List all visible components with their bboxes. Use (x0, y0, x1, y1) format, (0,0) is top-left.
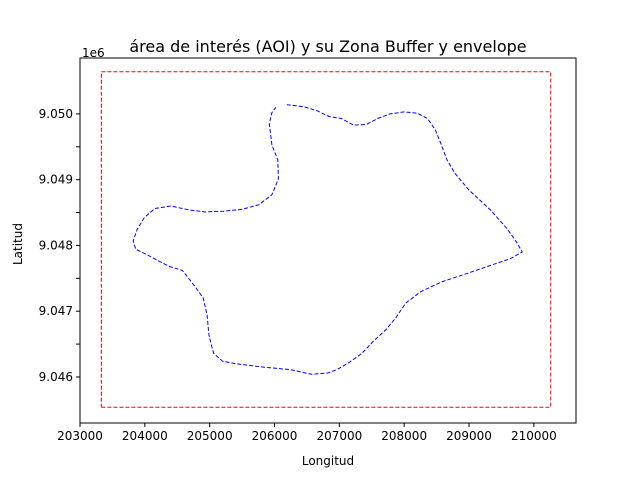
series-line-2 (132, 104, 523, 375)
x-tick-label: 206000 (252, 429, 298, 443)
chart-title: área de interés (AOI) y su Zona Buffer y… (129, 37, 526, 56)
x-tick-label: 209000 (446, 429, 492, 443)
x-tick-label: 205000 (187, 429, 233, 443)
y-tick-label: 9.048 (39, 238, 73, 252)
y-tick-label: 9.047 (39, 304, 73, 318)
y-tick-label: 9.046 (39, 370, 73, 384)
y-tick-label: 9.049 (39, 173, 73, 187)
series-line-1 (100, 71, 552, 408)
y-tick-label: 9.050 (39, 107, 73, 121)
x-tick-label: 203000 (57, 429, 103, 443)
x-tick-label: 208000 (381, 429, 427, 443)
plot-area-frame (79, 57, 577, 424)
x-axis-label: Longitud (302, 454, 354, 468)
x-tick-label: 207000 (316, 429, 362, 443)
x-tick-label: 204000 (122, 429, 168, 443)
series-layer (100, 71, 552, 408)
y-axis-offset-label: 1e6 (82, 46, 105, 60)
x-axis-ticks: 203000 204000 205000 206000 207000 208000 2090… (57, 423, 557, 443)
x-tick-label: 210000 (511, 429, 557, 443)
y-axis-ticks: 9.046 9.047 9.048 9.049 9.050 (39, 107, 80, 384)
y-axis-label: Latitud (11, 223, 25, 265)
